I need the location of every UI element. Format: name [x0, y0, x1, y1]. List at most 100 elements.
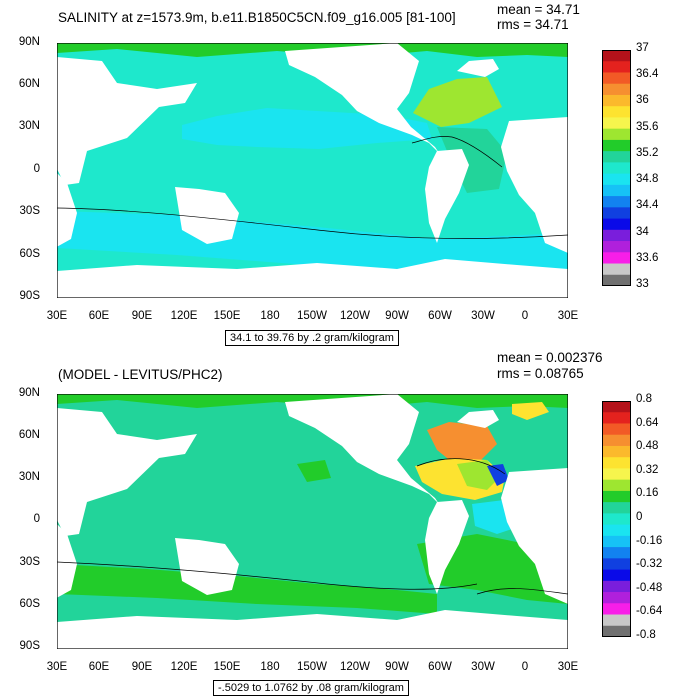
colorbar-frame	[602, 401, 631, 637]
colorbar-label: 34	[636, 225, 649, 238]
pacific-anomaly	[297, 460, 331, 482]
colorbar-swatch	[602, 106, 631, 118]
colorbar-swatch	[602, 274, 631, 286]
colorbar-swatch	[602, 401, 631, 413]
x-tick-label: 180	[260, 661, 280, 673]
greenland-land	[457, 410, 499, 428]
colorbar-swatch	[602, 479, 631, 492]
north-america-land	[285, 394, 439, 504]
southern-ocean-anomaly	[57, 564, 437, 614]
africa-west-land	[57, 173, 77, 247]
colorbar-label: -0.8	[636, 629, 656, 641]
mean-label: mean = 0.002376	[497, 350, 603, 365]
south-america-land	[425, 149, 469, 243]
difference-panel: (MODEL - LEVITUS/PHC2) mean = 0.002376 r…	[0, 350, 700, 700]
colorbar-swatch	[602, 434, 631, 447]
range-note: 34.1 to 39.76 by .2 gram/kilogram	[225, 330, 399, 346]
contour-line	[416, 458, 506, 475]
colorbar-label: 35.2	[636, 146, 659, 159]
x-tick-label: 30E	[46, 661, 68, 673]
x-tick-label: 150E	[213, 661, 241, 673]
x-tick-label: 0	[521, 661, 529, 673]
colorbar-label: 33	[636, 278, 649, 290]
colorbar-label: -0.48	[636, 581, 663, 594]
colorbar-swatch	[602, 468, 631, 481]
x-tick-label: 30W	[471, 661, 495, 673]
colorbar-swatch	[602, 218, 631, 231]
y-tick-label: 90N	[18, 387, 40, 399]
colorbar-swatch	[602, 61, 631, 73]
x-tick-label: 90E	[131, 661, 153, 673]
colorbar-frame	[602, 50, 631, 286]
rms-label: rms = 0.08765	[497, 366, 584, 381]
greenland-land	[457, 59, 499, 77]
colorbar-label: -0.16	[636, 534, 663, 547]
australia-land	[175, 538, 239, 595]
colorbar-swatch	[602, 117, 631, 130]
colorbar-swatch	[602, 128, 631, 141]
salinity-map	[57, 43, 568, 298]
colorbar-swatch	[602, 50, 631, 62]
x-tick-label: 0	[521, 310, 529, 322]
y-tick-label: 90N	[18, 36, 40, 48]
x-tick-label: 120E	[170, 310, 198, 322]
y-tick-label: 0	[33, 513, 40, 525]
colorbar-swatch	[602, 207, 631, 219]
y-tick-label: 90S	[19, 290, 40, 302]
y-tick-label: 30N	[18, 471, 40, 483]
contour-line	[476, 588, 568, 595]
x-tick-label: 150W	[296, 310, 328, 322]
x-tick-label: 60E	[88, 310, 110, 322]
x-tick-label: 30E	[557, 310, 579, 322]
colorbar-swatch	[602, 196, 631, 208]
colorbar-label: 34.8	[636, 173, 659, 186]
contour-line	[57, 207, 568, 239]
x-tick-label: 90W	[385, 661, 409, 673]
y-tick-label: 60S	[19, 248, 40, 260]
north-atlantic-region	[413, 77, 502, 127]
colorbar-swatch	[602, 625, 631, 637]
y-tick-label: 30S	[19, 556, 40, 568]
x-tick-label: 150W	[296, 661, 328, 673]
colorbar-swatch	[602, 490, 631, 503]
x-tick-label: 120E	[170, 661, 198, 673]
eurasia-land	[57, 57, 197, 185]
colorbar-label: 35.6	[636, 120, 659, 133]
colorbar-swatch	[602, 184, 631, 197]
colorbar-label: 0.8	[636, 393, 652, 405]
range-note: -.5029 to 1.0762 by .08 gram/kilogram	[213, 680, 409, 696]
y-tick-label: 30N	[18, 120, 40, 132]
x-tick-label: 90W	[385, 310, 409, 322]
eurasia-land	[57, 408, 197, 536]
mean-label: mean = 34.71	[497, 2, 580, 17]
x-tick-label: 30E	[557, 661, 579, 673]
colorbar-label: -0.32	[636, 558, 663, 571]
atlantic-region	[437, 127, 507, 193]
colorbar-swatch	[602, 457, 631, 469]
x-tick-label: 120W	[339, 310, 371, 322]
colorbar-swatch	[602, 445, 631, 458]
colorbar-swatch	[602, 558, 631, 570]
colorbar-swatch	[602, 94, 631, 107]
salinity-panel: SALINITY at z=1573.9m, b.e11.B1850C5CN.f…	[18, 2, 659, 346]
colorbar-label: -0.64	[636, 605, 663, 618]
x-tick-label: 60W	[428, 661, 452, 673]
contour-line	[57, 561, 478, 590]
x-tick-label: 30E	[46, 310, 68, 322]
colorbar-swatch	[602, 524, 631, 537]
x-tick-label: 60W	[428, 310, 452, 322]
x-tick-label: 60E	[88, 661, 110, 673]
y-tick-label: 60S	[19, 598, 40, 610]
colorbar-label: 0.32	[636, 463, 659, 476]
difference-map	[57, 394, 568, 649]
colorbar-swatch	[602, 580, 631, 593]
colorbar-swatch	[602, 513, 631, 526]
colorbar-swatch	[602, 162, 631, 175]
colorbar-swatch	[602, 423, 631, 436]
antarctica-land	[57, 610, 568, 649]
chart-title: SALINITY at z=1573.9m, b.e11.B1850C5CN.f…	[58, 10, 456, 25]
y-tick-label: 60N	[18, 78, 40, 90]
y-tick-label: 90S	[19, 640, 40, 652]
africa-west-land	[57, 524, 77, 598]
north-america-land	[285, 43, 439, 153]
